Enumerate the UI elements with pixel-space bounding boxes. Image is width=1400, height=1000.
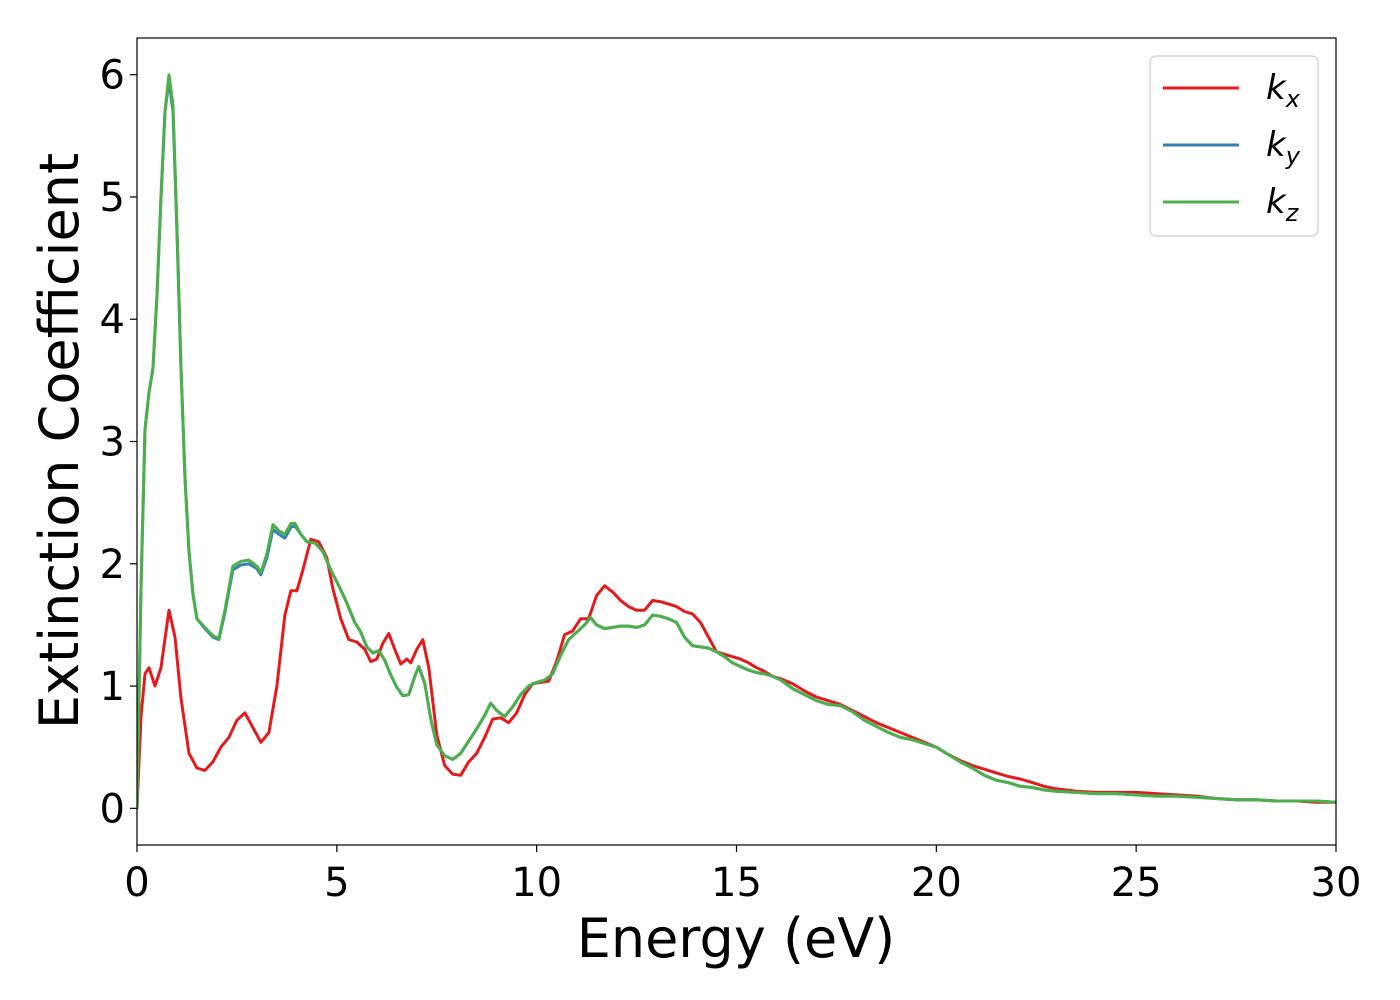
legend: kx ky kz xyxy=(1149,55,1319,237)
x-axis-title: Energy (eV) xyxy=(577,907,896,970)
y-tick-label: 2 xyxy=(100,542,125,588)
legend-label-kz: kz xyxy=(1266,182,1300,227)
x-tick-label: 20 xyxy=(911,860,962,906)
x-tick-label: 5 xyxy=(324,860,349,906)
y-tick-label: 3 xyxy=(100,420,125,466)
y-tick-label: 6 xyxy=(100,53,125,99)
x-tick-label: 10 xyxy=(511,860,562,906)
x-tick-label: 15 xyxy=(711,860,762,906)
y-tick-label: 4 xyxy=(100,297,125,343)
y-tick-label: 1 xyxy=(100,664,125,710)
x-tick-label: 0 xyxy=(124,860,149,906)
legend-label-ky: ky xyxy=(1266,125,1301,170)
series-line-kx xyxy=(137,537,1336,810)
y-axis-title: Extinction Coefficient xyxy=(28,153,91,729)
x-tick-label: 30 xyxy=(1311,860,1362,906)
y-tick-label: 5 xyxy=(100,175,125,221)
legend-label-kx: kx xyxy=(1266,68,1301,113)
series-line-kz xyxy=(137,73,1336,810)
ticks-layer: 0 5 10 15 20 25 30 0 1 2 3 4 5 6 xyxy=(100,53,1362,906)
y-tick-label: 0 xyxy=(100,786,125,832)
series-layer xyxy=(137,73,1336,810)
x-tick-label: 25 xyxy=(1111,860,1162,906)
